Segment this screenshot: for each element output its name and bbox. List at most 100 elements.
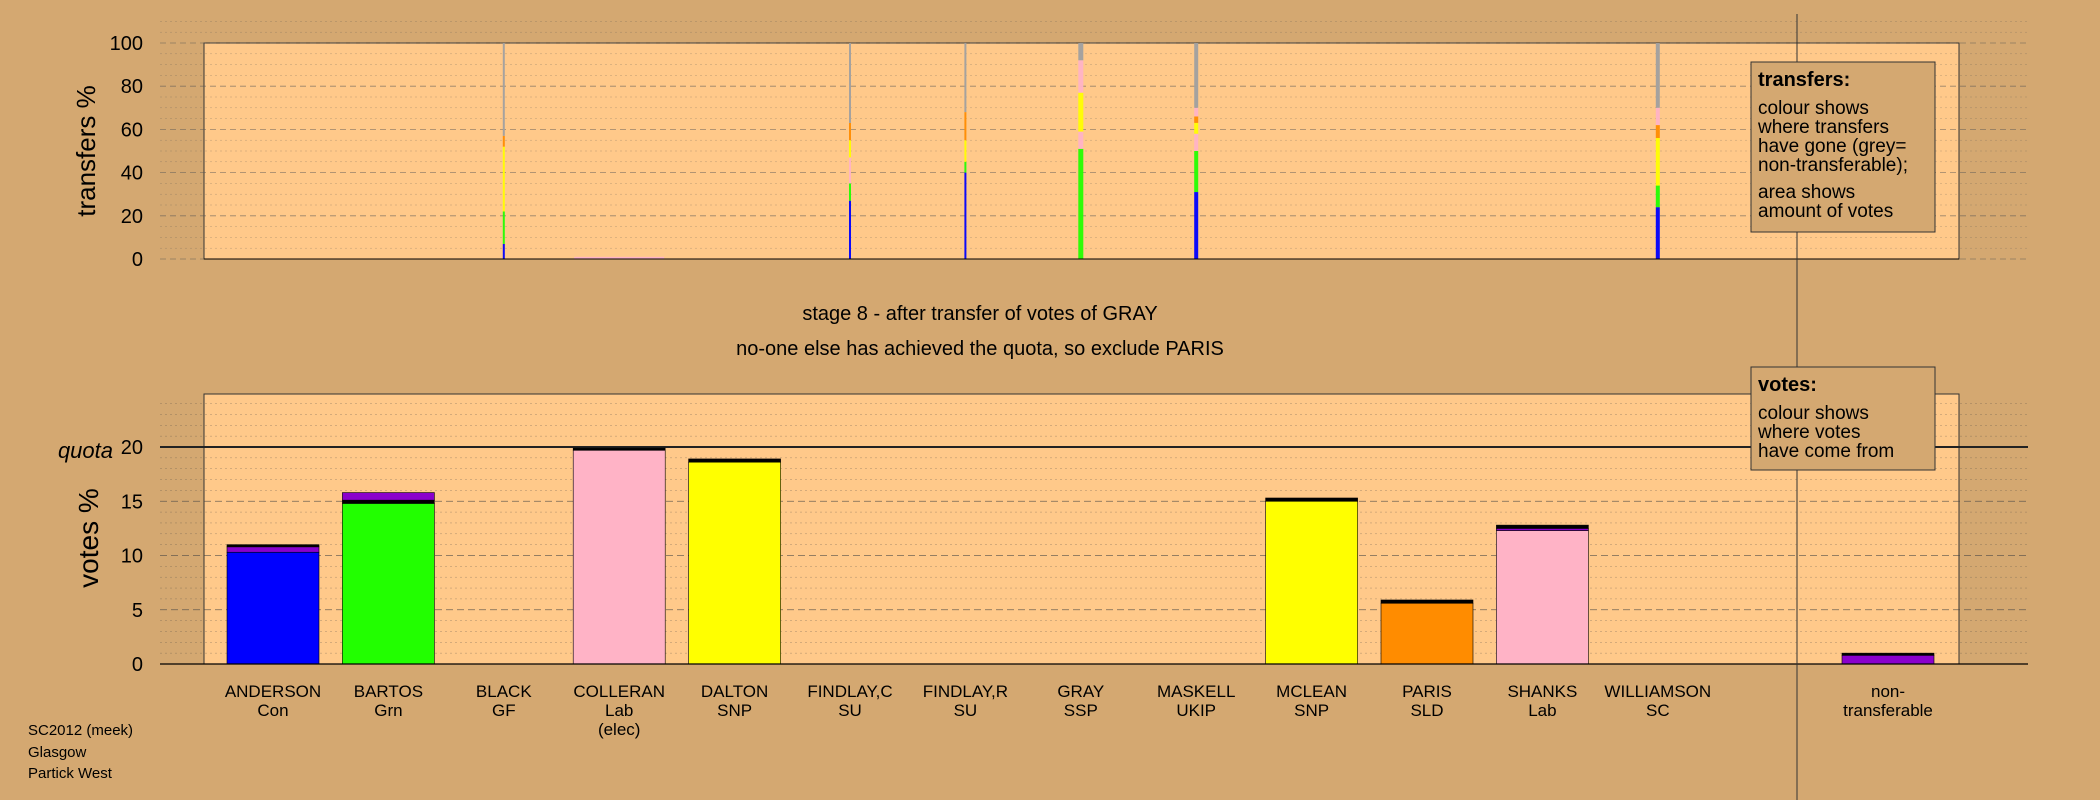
vote-bar-segment xyxy=(1841,652,1935,656)
candidate-name: GRAY xyxy=(1057,682,1104,701)
transfer-bar-segment xyxy=(1078,43,1084,61)
votes-legend-frame xyxy=(1750,366,1936,471)
candidate-party: UKIP xyxy=(1176,701,1216,720)
candidate-party: SNP xyxy=(1294,701,1329,720)
transfer-bar-segment xyxy=(502,211,505,244)
transfers-y-tick-label: 20 xyxy=(121,206,143,228)
transfers-y-tick-label: 40 xyxy=(121,163,143,185)
nontransferable-label: transferable xyxy=(1843,701,1933,720)
transfer-bar-segment xyxy=(1078,131,1084,149)
vote-bar-segment xyxy=(688,461,781,665)
vote-bar-segment xyxy=(1496,530,1589,665)
transfer-bar-segment xyxy=(1194,151,1199,193)
transfer-bar-segment xyxy=(1655,125,1660,139)
transfer-bar-segment xyxy=(1655,207,1660,259)
candidate-labels: ANDERSONConBARTOSGrnBLACKGFCOLLERANLab(e… xyxy=(225,682,1933,739)
transfer-bar-segment xyxy=(1655,43,1660,108)
transfer-bar-segment xyxy=(964,140,967,162)
vote-bar-segment xyxy=(226,551,320,665)
candidate-party: SU xyxy=(954,701,978,720)
vote-bar-segment xyxy=(1496,528,1589,531)
transfer-bar-segment xyxy=(1078,60,1084,93)
transfer-bar-segment xyxy=(1194,192,1199,259)
candidate-party: Con xyxy=(257,701,288,720)
transfer-bar-segment xyxy=(1194,116,1199,123)
transfers-legend-line: amount of votes xyxy=(1758,201,1893,222)
source-label: Glasgow xyxy=(28,744,87,761)
vote-bar-segment xyxy=(1841,655,1935,665)
votes-plot-area xyxy=(203,393,1960,665)
candidate-name: FINDLAY,R xyxy=(923,682,1008,701)
transfer-bar-segment xyxy=(1655,107,1660,126)
candidate-name: ANDERSON xyxy=(225,682,321,701)
votes-y-axis-label: votes % xyxy=(73,488,104,588)
transfer-bar-segment xyxy=(849,140,851,158)
transfers-legend-line: colour shows xyxy=(1758,98,1869,119)
vote-bar-segment xyxy=(1496,524,1589,529)
vote-bar-segment xyxy=(226,546,320,553)
stage-caption: stage 8 - after transfer of votes of GRA… xyxy=(802,303,1157,325)
votes-bars xyxy=(160,447,2028,665)
vote-bar-segment xyxy=(342,503,435,665)
transfers-y-tick-label: 0 xyxy=(132,249,143,271)
candidate-name: FINDLAY,C xyxy=(807,682,892,701)
vote-bar-segment xyxy=(1380,602,1474,665)
transfers-legend-box: transfers: colour shows where transfers … xyxy=(1750,61,1936,233)
vote-bar-segment xyxy=(342,492,435,501)
transfer-bar-segment xyxy=(1194,107,1199,117)
candidate-name: BARTOS xyxy=(354,682,423,701)
transfer-bar-segment xyxy=(849,200,851,259)
votes-legend-title: votes: xyxy=(1758,374,1817,396)
vote-bar-segment xyxy=(572,449,666,665)
transfers-legend-line: where transfers xyxy=(1757,117,1889,138)
transfers-bars xyxy=(204,43,1959,260)
transfers-y-tick-label: 100 xyxy=(110,33,143,55)
votes-gridlines xyxy=(160,403,2028,665)
candidate-party: Lab xyxy=(605,701,633,720)
vote-bar-segment xyxy=(342,499,435,504)
votes-y-tick-label: 5 xyxy=(132,600,143,622)
votes-y-ticks: 0 5 10 15 20 xyxy=(121,437,143,676)
candidate-party: GF xyxy=(492,701,516,720)
candidate-party: SC xyxy=(1646,701,1670,720)
candidate-party: SNP xyxy=(717,701,752,720)
vote-bar-segment xyxy=(688,458,781,463)
candidate-party: SSP xyxy=(1064,701,1098,720)
candidate-party: Lab xyxy=(1528,701,1556,720)
votes-legend-line: colour shows xyxy=(1758,403,1869,424)
transfers-legend-line: have gone (grey= xyxy=(1758,136,1906,157)
transfer-bar-segment xyxy=(1194,43,1199,108)
votes-legend-line: have come from xyxy=(1758,441,1894,462)
candidate-party: SLD xyxy=(1410,701,1443,720)
candidate-status: (elec) xyxy=(598,720,641,739)
transfers-y-tick-label: 60 xyxy=(121,119,143,141)
vote-bar-segment xyxy=(1265,500,1358,665)
candidate-name: BLACK xyxy=(476,682,532,701)
transfers-gridlines xyxy=(160,21,2028,260)
nontransferable-label: non- xyxy=(1871,682,1905,701)
transfer-bar-segment xyxy=(964,112,967,141)
candidate-name: PARIS xyxy=(1402,682,1452,701)
candidate-name: DALTON xyxy=(701,682,768,701)
exclusion-caption: no-one else has achieved the quota, so e… xyxy=(736,338,1224,360)
transfer-bar-segment xyxy=(849,183,851,201)
votes-y-tick-label: 15 xyxy=(121,491,143,513)
source-label: Partick West xyxy=(28,765,113,782)
transfer-bar-segment xyxy=(574,256,665,259)
candidate-name: MCLEAN xyxy=(1276,682,1347,701)
transfers-y-axis-label: transfers % xyxy=(71,85,101,217)
transfers-legend-line: area shows xyxy=(1758,182,1855,203)
votes-legend-line: where votes xyxy=(1757,422,1860,443)
transfer-bar-segment xyxy=(1194,133,1199,151)
transfer-bar-segment xyxy=(849,157,851,184)
vote-bar-segment xyxy=(572,447,666,451)
vote-bar-segment xyxy=(226,544,320,548)
candidate-name: WILLIAMSON xyxy=(1604,682,1711,701)
transfer-bar-segment xyxy=(964,43,967,113)
candidate-name: SHANKS xyxy=(1507,682,1577,701)
votes-y-tick-label: 10 xyxy=(121,546,143,568)
transfer-bar-segment xyxy=(1655,185,1660,208)
candidate-party: Grn xyxy=(374,701,402,720)
